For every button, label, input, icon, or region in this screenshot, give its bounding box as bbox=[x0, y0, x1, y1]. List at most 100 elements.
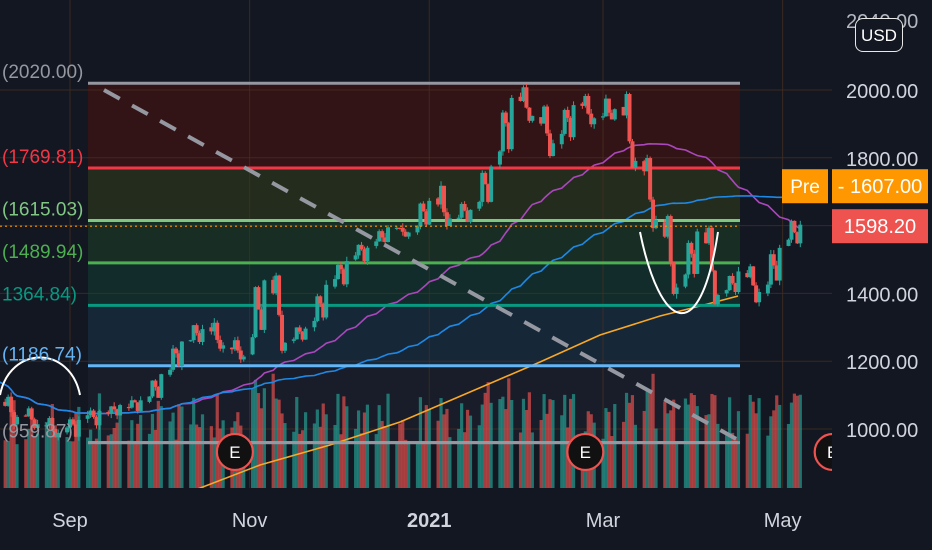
candle-body bbox=[338, 264, 343, 270]
candle-body bbox=[365, 247, 370, 261]
volume-bar-47 bbox=[174, 439, 178, 488]
candle-13 bbox=[32, 417, 37, 430]
candle-body bbox=[609, 112, 614, 120]
volume-bar-31 bbox=[109, 434, 113, 488]
candle-34 bbox=[118, 403, 123, 416]
candle-body bbox=[235, 340, 240, 351]
candle-body bbox=[280, 314, 285, 351]
candle-body bbox=[294, 327, 299, 340]
candle-173 bbox=[692, 249, 697, 278]
price-axis-background bbox=[832, 0, 932, 550]
volume-bar-134 bbox=[530, 432, 534, 488]
volume-bar-11 bbox=[27, 428, 31, 488]
volume-bar-23 bbox=[74, 412, 78, 488]
volume-bar-13 bbox=[33, 436, 37, 488]
volume-bar-115 bbox=[457, 428, 461, 488]
fib-label-4: 1364.84) bbox=[2, 284, 77, 305]
candle-body bbox=[489, 166, 494, 202]
candle-194 bbox=[777, 244, 782, 286]
candle-26 bbox=[88, 407, 93, 418]
left-arc-curve bbox=[0, 356, 81, 396]
candle-body bbox=[415, 226, 420, 233]
volume-bar-151 bbox=[604, 408, 608, 488]
time-axis-background bbox=[0, 488, 932, 550]
price-axis[interactable]: 1000.001200.001400.001600.001800.002000.… bbox=[832, 0, 932, 550]
candle-39 bbox=[138, 396, 143, 412]
candle-body bbox=[545, 106, 550, 134]
candle-18 bbox=[53, 428, 58, 438]
time-axis[interactable]: Sep Nov 2021 Mar May bbox=[0, 488, 932, 550]
candle-125 bbox=[497, 149, 502, 169]
volume-bar-182 bbox=[730, 432, 735, 488]
volume-bar-68 bbox=[259, 408, 264, 488]
volume-bar-94 bbox=[365, 404, 370, 488]
price-marker-box bbox=[832, 209, 928, 244]
fib-level-labels: (2020.00) (1769.81) (1615.03) (1489.94) 1364… bbox=[2, 62, 83, 442]
candle-body bbox=[462, 203, 467, 211]
volume-bar-54 bbox=[200, 414, 205, 488]
volume-bar-113 bbox=[445, 408, 449, 488]
candle-body bbox=[229, 347, 234, 350]
candle-body bbox=[179, 341, 184, 366]
volume-bar-12 bbox=[30, 413, 34, 488]
candle-142 bbox=[565, 106, 570, 123]
dashed-trendline bbox=[103, 88, 741, 443]
candle-61 bbox=[232, 337, 237, 352]
candle-body bbox=[282, 342, 287, 351]
candle-body bbox=[612, 109, 617, 120]
volume-bar-86 bbox=[336, 393, 340, 488]
candle-body bbox=[733, 283, 738, 292]
candle-body bbox=[333, 279, 338, 287]
volume-bar-89 bbox=[345, 406, 349, 488]
candle-166 bbox=[665, 214, 670, 239]
volume-bar-164 bbox=[654, 428, 658, 488]
candle-body bbox=[483, 172, 488, 185]
candle-163 bbox=[651, 196, 656, 232]
candle-body bbox=[50, 418, 55, 429]
volume-bar-8 bbox=[12, 400, 16, 488]
candle-184 bbox=[736, 266, 741, 294]
candle-28 bbox=[94, 415, 99, 429]
candle-body bbox=[14, 416, 19, 425]
volume-bar-29 bbox=[97, 393, 102, 488]
candle-130 bbox=[518, 92, 523, 102]
earnings-label: E bbox=[229, 443, 240, 462]
candle-66 bbox=[253, 286, 258, 339]
candle-40 bbox=[147, 396, 152, 404]
volume-bar-110 bbox=[436, 420, 440, 488]
candle-23 bbox=[73, 420, 78, 438]
candle-body bbox=[12, 412, 17, 425]
candle-body bbox=[106, 412, 111, 414]
candle-body bbox=[271, 279, 276, 294]
candle-body bbox=[695, 231, 700, 274]
volume-bar-22 bbox=[71, 441, 75, 488]
volume-bar-180 bbox=[725, 434, 729, 488]
candle-131 bbox=[521, 85, 526, 103]
volume-bar-189 bbox=[757, 398, 761, 488]
currency-button[interactable]: USD bbox=[855, 18, 903, 52]
volume-bar-15 bbox=[44, 421, 49, 488]
earnings-marker-1[interactable]: E bbox=[566, 432, 605, 472]
candle-106 bbox=[418, 202, 423, 230]
price-marker-value: - 1607.00 bbox=[838, 176, 923, 198]
fib-zone-2 bbox=[88, 220, 740, 263]
candle-body bbox=[200, 329, 205, 342]
volume-bar-188 bbox=[754, 413, 758, 488]
candle-83 bbox=[321, 302, 326, 321]
volume-bar-50 bbox=[189, 424, 193, 488]
candle-152 bbox=[606, 98, 611, 117]
candlestick-series bbox=[3, 84, 803, 441]
volume-bar-186 bbox=[748, 394, 752, 488]
candle-90 bbox=[353, 252, 358, 261]
candle-body bbox=[662, 222, 667, 237]
volume-bar-199 bbox=[798, 394, 802, 488]
candle-16 bbox=[47, 416, 52, 429]
earnings-marker-0[interactable]: E bbox=[215, 432, 255, 472]
volume-bar-77 bbox=[298, 433, 302, 488]
candle-140 bbox=[559, 130, 564, 149]
candle-172 bbox=[689, 241, 694, 258]
candle-49 bbox=[179, 341, 184, 371]
price-tick-label-5: 2000.00 bbox=[846, 81, 918, 103]
candle-36 bbox=[129, 396, 134, 409]
